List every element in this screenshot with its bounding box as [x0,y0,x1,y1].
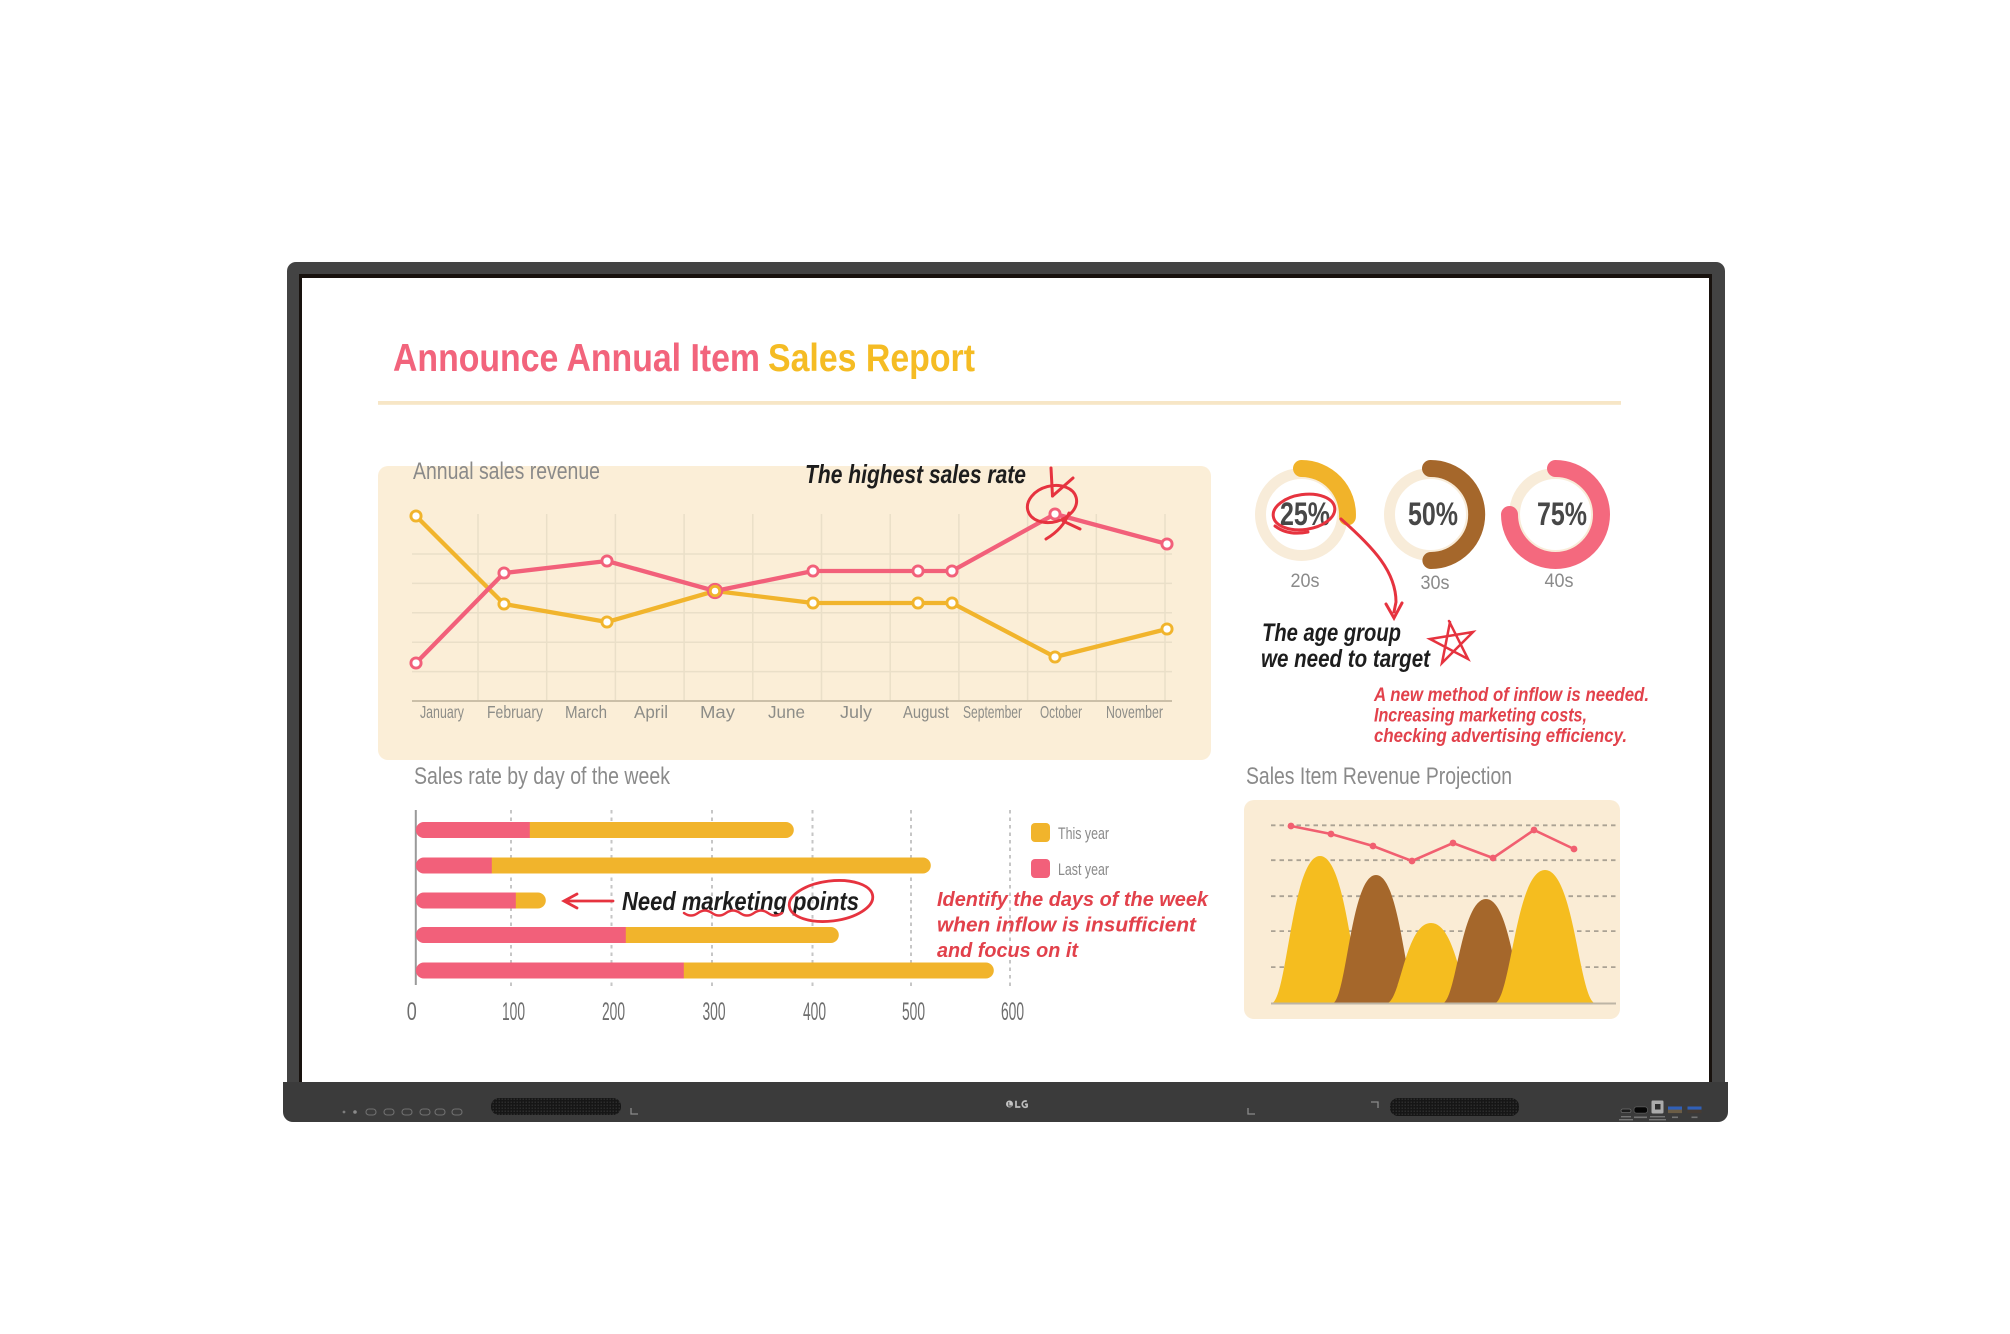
svg-text:Annual sales revenue: Annual sales revenue [413,458,600,485]
svg-text:The highest sales rate: The highest sales rate [805,459,1026,489]
svg-text:May: May [700,702,735,722]
svg-text:50%: 50% [1408,496,1458,532]
svg-text:25%: 25% [1280,496,1330,532]
svg-text:300: 300 [703,998,726,1026]
svg-text:Announce Annual Item: Announce Annual Item [393,337,760,380]
svg-text:June: June [768,702,805,722]
svg-text:and focus on it: and focus on it [937,940,1079,962]
svg-text:September: September [963,702,1022,722]
svg-text:Identify the days of the week: Identify the days of the week [937,889,1209,911]
svg-text:April: April [634,702,668,722]
svg-text:October: October [1040,702,1082,722]
svg-text:0: 0 [407,998,417,1026]
svg-text:100: 100 [502,998,525,1026]
svg-text:The age group: The age group [1262,619,1401,647]
svg-text:August: August [903,702,949,722]
svg-text:November: November [1106,702,1163,722]
svg-text:Increasing marketing costs,: Increasing marketing costs, [1374,705,1587,727]
svg-text:when inflow is insufficient: when inflow is insufficient [937,915,1197,937]
svg-text:Sales Item Revenue Projection: Sales Item Revenue Projection [1246,763,1512,790]
svg-text:July: July [840,702,872,722]
svg-text:we need to target: we need to target [1261,645,1431,673]
svg-text:A new method of inflow is need: A new method of inflow is needed. [1373,684,1649,706]
svg-text:February: February [487,702,543,722]
svg-text:January: January [420,702,464,722]
svg-text:Sales rate by day of the week: Sales rate by day of the week [414,763,671,790]
svg-text:Last year: Last year [1058,860,1109,879]
svg-text:Sales Report: Sales Report [768,337,975,380]
svg-text:checking advertising efficienc: checking advertising efficiency. [1374,725,1627,747]
svg-text:600: 600 [1001,998,1024,1026]
svg-text:This year: This year [1058,824,1109,843]
svg-text:75%: 75% [1537,496,1587,532]
svg-text:20s: 20s [1291,570,1320,592]
svg-text:Need marketing points: Need marketing points [622,886,859,916]
svg-text:200: 200 [602,998,625,1026]
svg-text:400: 400 [803,998,826,1026]
svg-text:30s: 30s [1421,572,1450,594]
svg-text:March: March [565,702,607,722]
svg-text:40s: 40s [1545,570,1574,592]
svg-text:500: 500 [902,998,925,1026]
